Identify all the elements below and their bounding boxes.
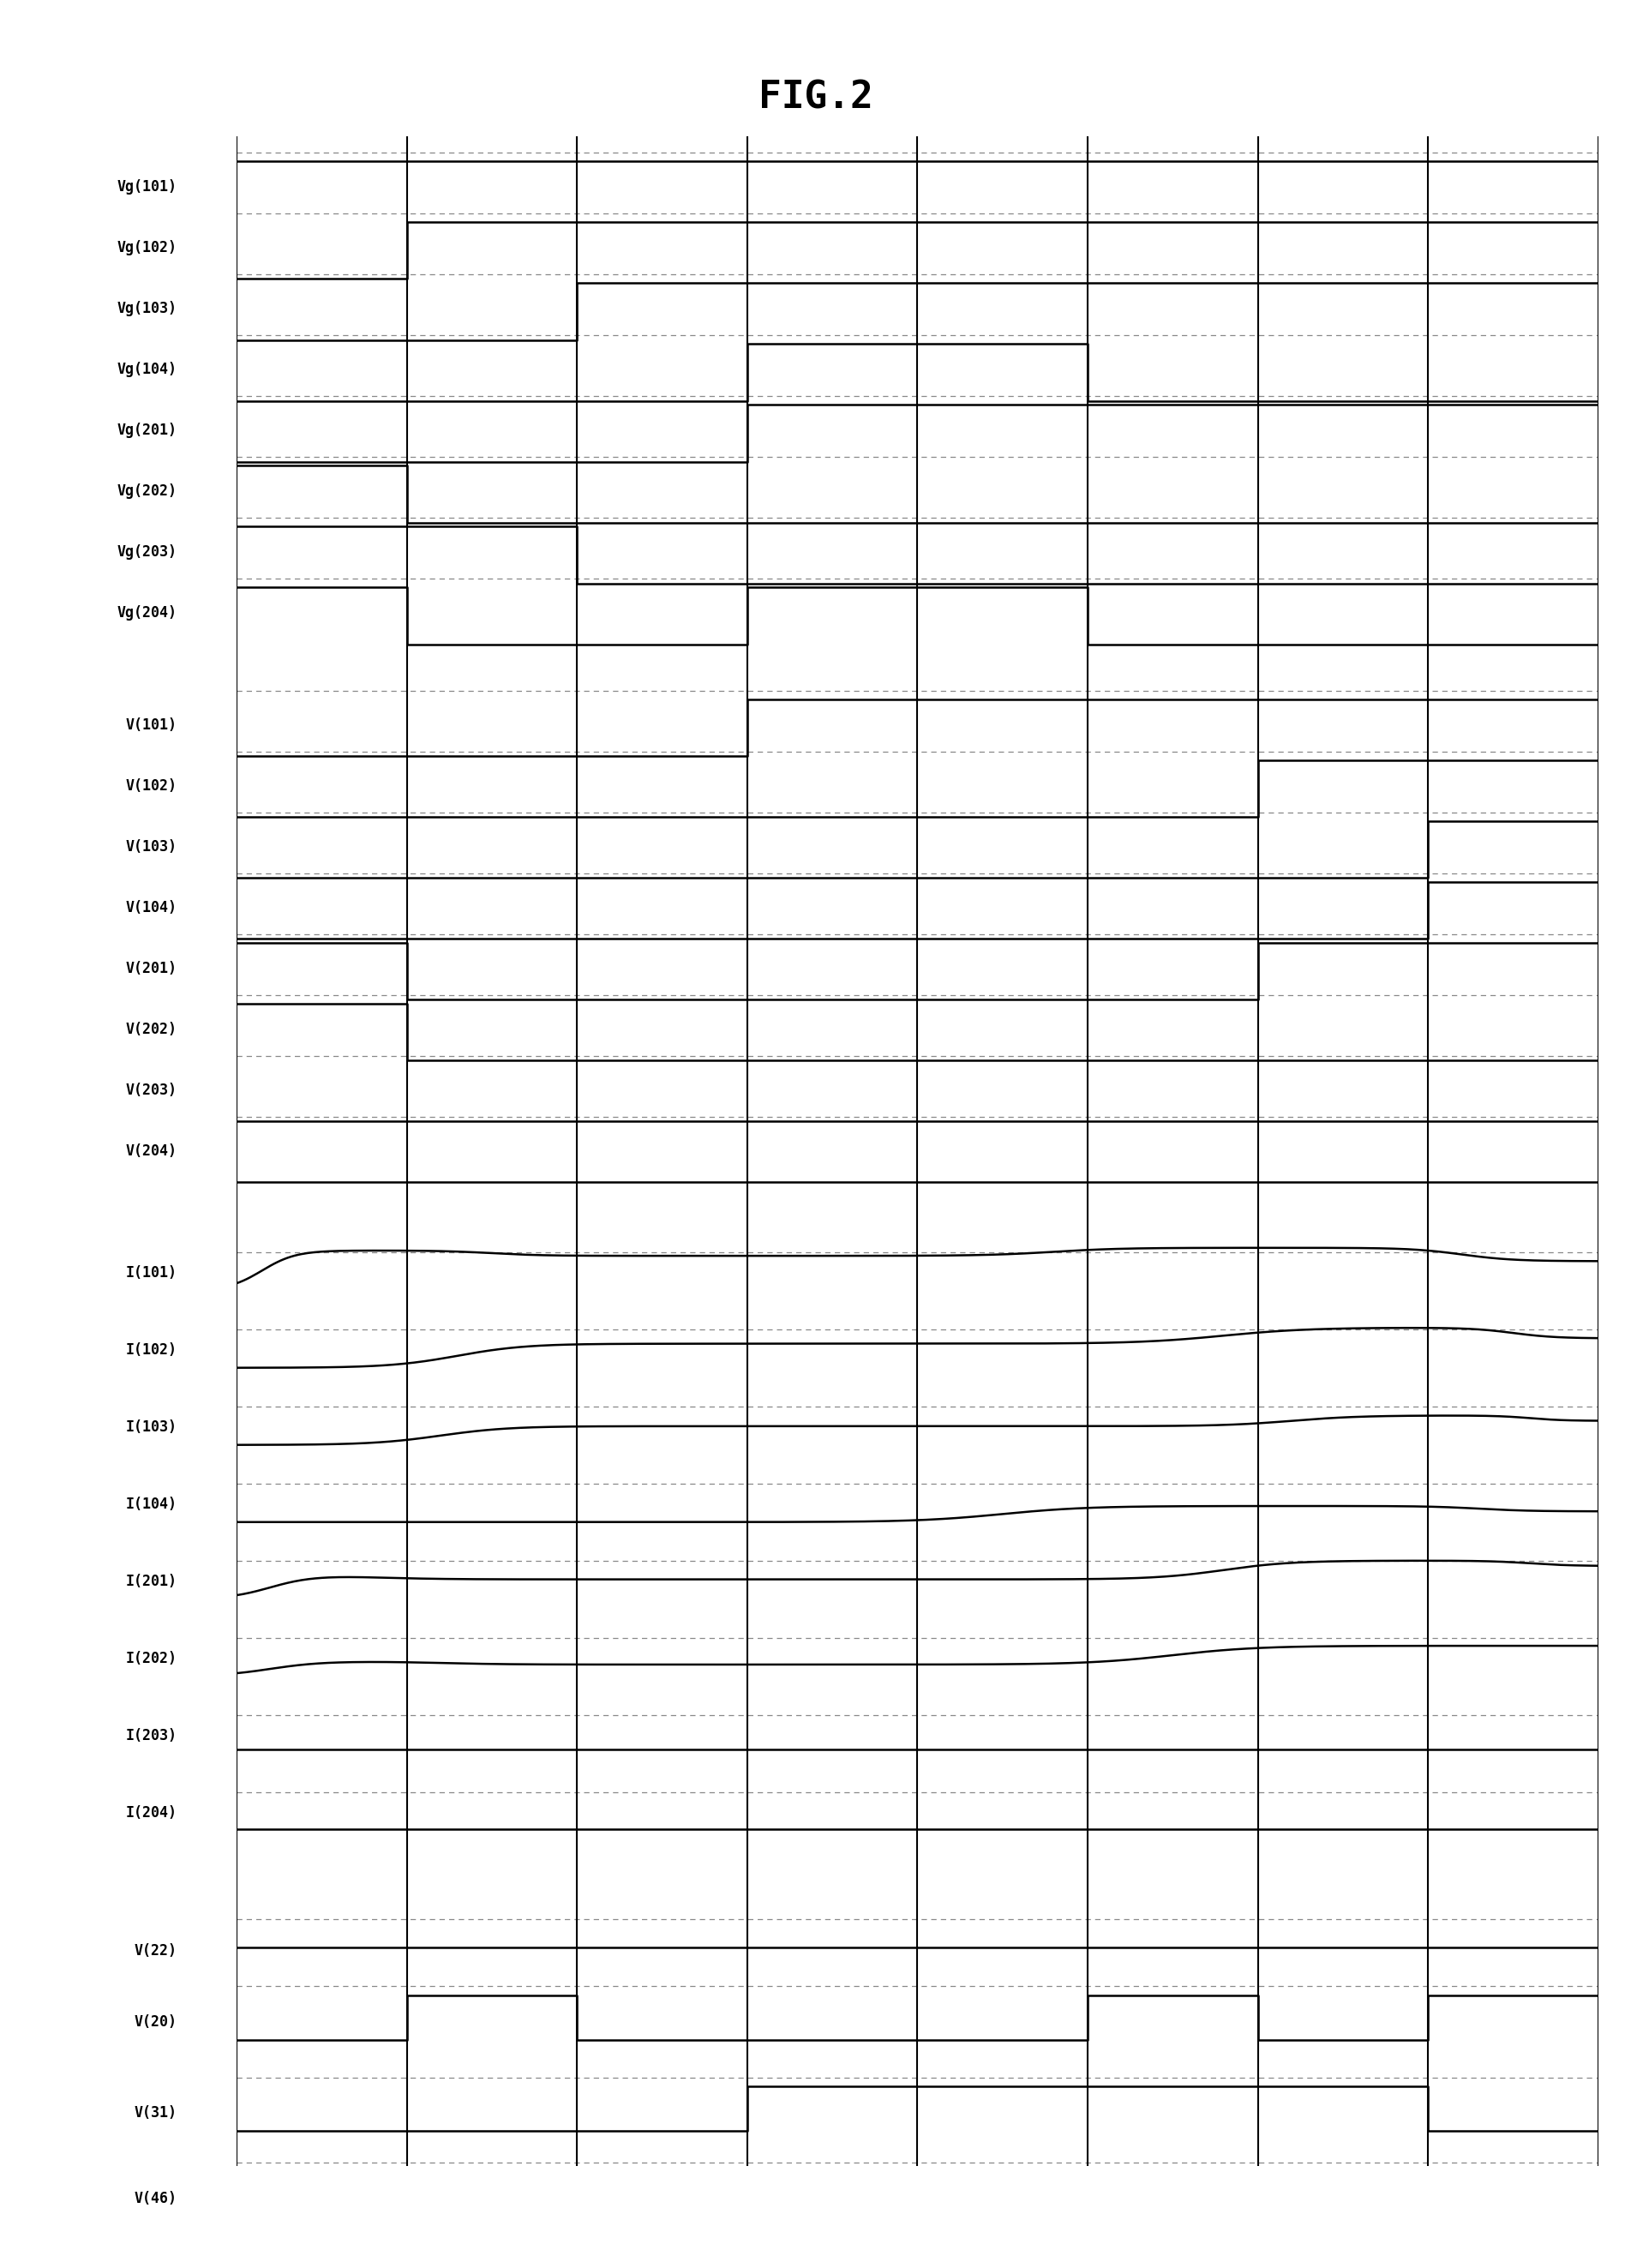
Text: Vg(204): Vg(204)	[117, 606, 176, 621]
Text: Vg(202): Vg(202)	[117, 483, 176, 499]
Text: Vg(101): Vg(101)	[117, 179, 176, 195]
Text: I(101): I(101)	[126, 1266, 176, 1281]
Text: V(202): V(202)	[126, 1021, 176, 1036]
Text: I(204): I(204)	[126, 1805, 176, 1821]
Text: V(31): V(31)	[134, 2105, 176, 2121]
Text: I(201): I(201)	[126, 1574, 176, 1590]
Text: V(104): V(104)	[126, 900, 176, 916]
Text: FIG.2: FIG.2	[758, 79, 873, 116]
Text: Vg(203): Vg(203)	[117, 544, 176, 560]
Text: Vg(104): Vg(104)	[117, 363, 176, 376]
Text: I(103): I(103)	[126, 1420, 176, 1436]
Text: I(104): I(104)	[126, 1497, 176, 1513]
Text: I(202): I(202)	[126, 1651, 176, 1667]
Text: V(102): V(102)	[126, 778, 176, 794]
Text: V(204): V(204)	[126, 1143, 176, 1159]
Text: I(203): I(203)	[126, 1728, 176, 1744]
Text: V(203): V(203)	[126, 1082, 176, 1098]
Text: V(20): V(20)	[134, 2014, 176, 2030]
Text: Vg(103): Vg(103)	[117, 302, 176, 315]
Text: V(22): V(22)	[134, 1944, 176, 1960]
Text: Vg(102): Vg(102)	[117, 240, 176, 256]
Text: Vg(201): Vg(201)	[117, 422, 176, 438]
Text: I(102): I(102)	[126, 1343, 176, 1359]
Text: V(101): V(101)	[126, 717, 176, 733]
Text: V(103): V(103)	[126, 839, 176, 855]
Text: V(201): V(201)	[126, 962, 176, 975]
Text: V(46): V(46)	[134, 2191, 176, 2207]
